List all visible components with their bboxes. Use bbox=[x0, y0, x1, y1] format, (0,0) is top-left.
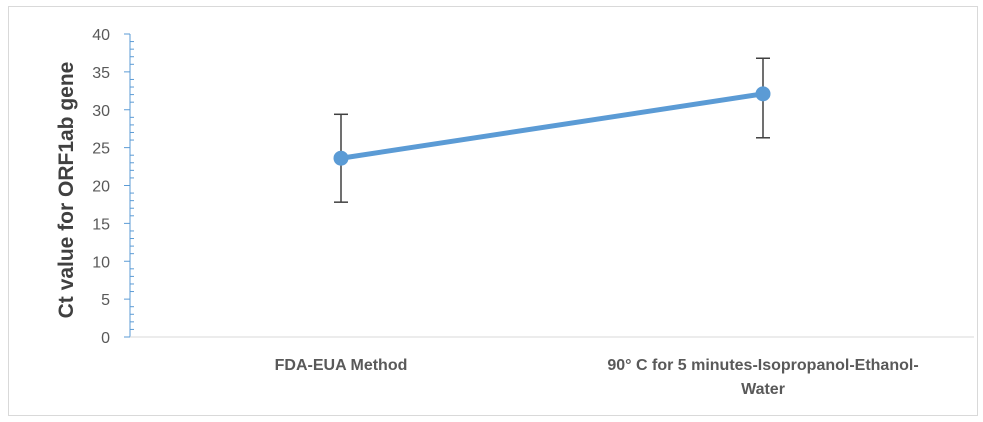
y-tick-label: 20 bbox=[92, 179, 110, 196]
y-tick-label: 10 bbox=[92, 254, 110, 271]
y-axis: 0 5 10 15 20 25 30 35 40 bbox=[92, 27, 134, 347]
x-category-label: FDA-EUA Method bbox=[275, 357, 408, 374]
y-tick-label: 25 bbox=[92, 141, 110, 158]
x-category-label: 90° C for 5 minutes-Isopropanol-Ethanol- bbox=[607, 357, 918, 374]
y-axis-title: Ct value for ORF1ab gene bbox=[55, 62, 78, 319]
y-tick-label: 40 bbox=[92, 27, 110, 44]
chart-frame bbox=[8, 6, 978, 416]
x-axis: FDA-EUA Method 90° C for 5 minutes-Isopro… bbox=[130, 336, 974, 398]
x-category-label: Water bbox=[741, 381, 785, 398]
data-point bbox=[755, 86, 771, 102]
y-tick-label: 0 bbox=[101, 330, 110, 347]
data-point bbox=[333, 150, 349, 166]
y-tick-label: 30 bbox=[92, 103, 110, 120]
series-line bbox=[338, 91, 766, 161]
series-group bbox=[333, 57, 771, 203]
y-tick-label: 5 bbox=[101, 292, 110, 309]
y-tick-label: 15 bbox=[92, 216, 110, 233]
y-tick-label: 35 bbox=[92, 65, 110, 82]
